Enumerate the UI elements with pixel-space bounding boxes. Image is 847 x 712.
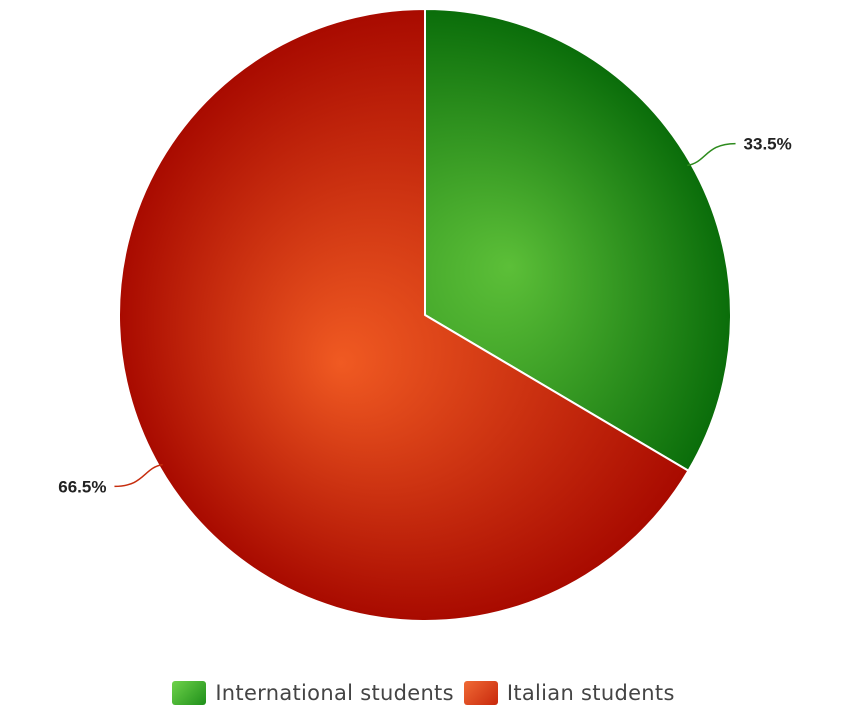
legend-item-italian[interactable]: Italian students: [463, 681, 675, 705]
pie-slices: [118, 8, 732, 622]
legend-swatch-international: [172, 681, 207, 705]
pie-slice-italian-students[interactable]: [118, 8, 690, 622]
legend: International students Italian students: [0, 681, 847, 705]
leader-line-0: [687, 142, 736, 167]
legend-label-international: International students: [215, 681, 454, 705]
legend-swatch-italian: [463, 681, 498, 705]
label-leader-lines: [114, 142, 736, 488]
data-label-1: 66.5%: [58, 477, 106, 496]
data-label-0: 33.5%: [744, 135, 792, 154]
leader-line-1: [114, 463, 163, 488]
legend-item-international[interactable]: International students: [172, 681, 454, 705]
legend-label-italian: Italian students: [506, 681, 675, 705]
pie-slice-international-students[interactable]: [424, 8, 732, 472]
data-labels: 33.5% 66.5%: [58, 135, 791, 497]
